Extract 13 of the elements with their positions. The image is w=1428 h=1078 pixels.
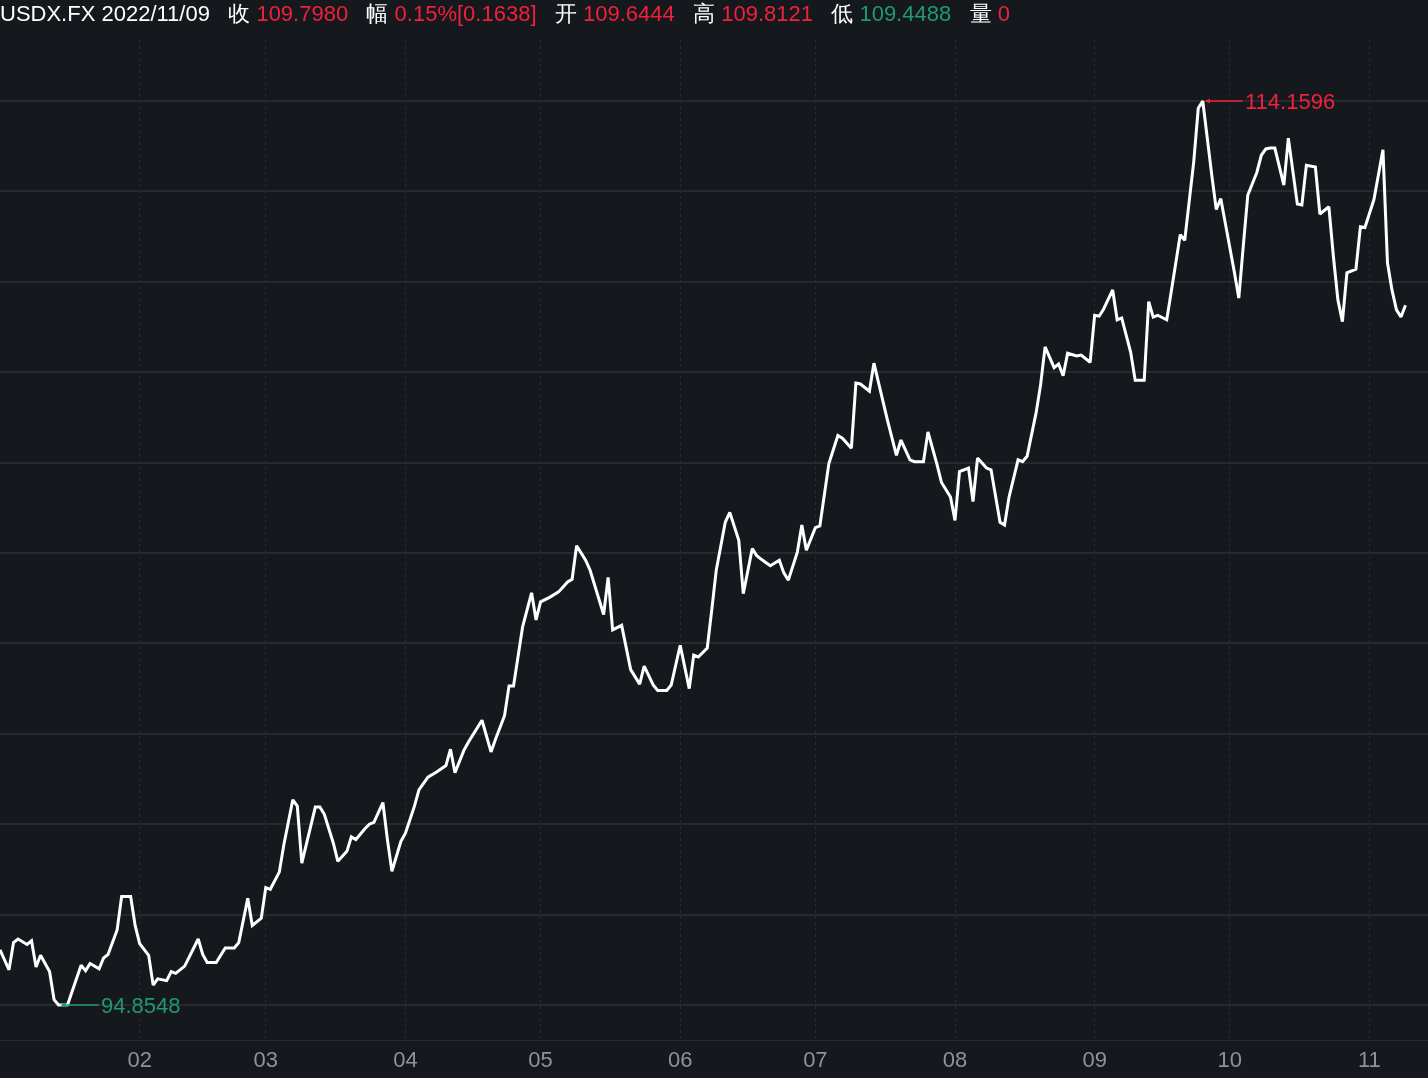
annotation: 94.8548 bbox=[101, 993, 181, 1018]
x-tick-label: 07 bbox=[803, 1047, 828, 1073]
x-tick-label: 06 bbox=[667, 1047, 693, 1073]
chart-title: USDX.FX 2022/11/09 收 109.7980 幅 0.15%[0.1638] 开 109.6444 高 109.8121 低 109.4488 量 0 bbox=[0, 0, 1010, 26]
x-tick-label: 08 bbox=[942, 1047, 968, 1073]
x-tick-label: 09 bbox=[1082, 1047, 1107, 1073]
x-tick-label: 10 bbox=[1217, 1047, 1243, 1073]
x-tick-label: 11 bbox=[1358, 1047, 1381, 1073]
x-tick-label: 03 bbox=[253, 1047, 279, 1073]
x-tick-label: 04 bbox=[393, 1047, 418, 1073]
x-tick-label: 05 bbox=[528, 1047, 553, 1073]
annotation: 114.1596 bbox=[1245, 89, 1336, 114]
x-tick-label: 02 bbox=[127, 1047, 152, 1073]
